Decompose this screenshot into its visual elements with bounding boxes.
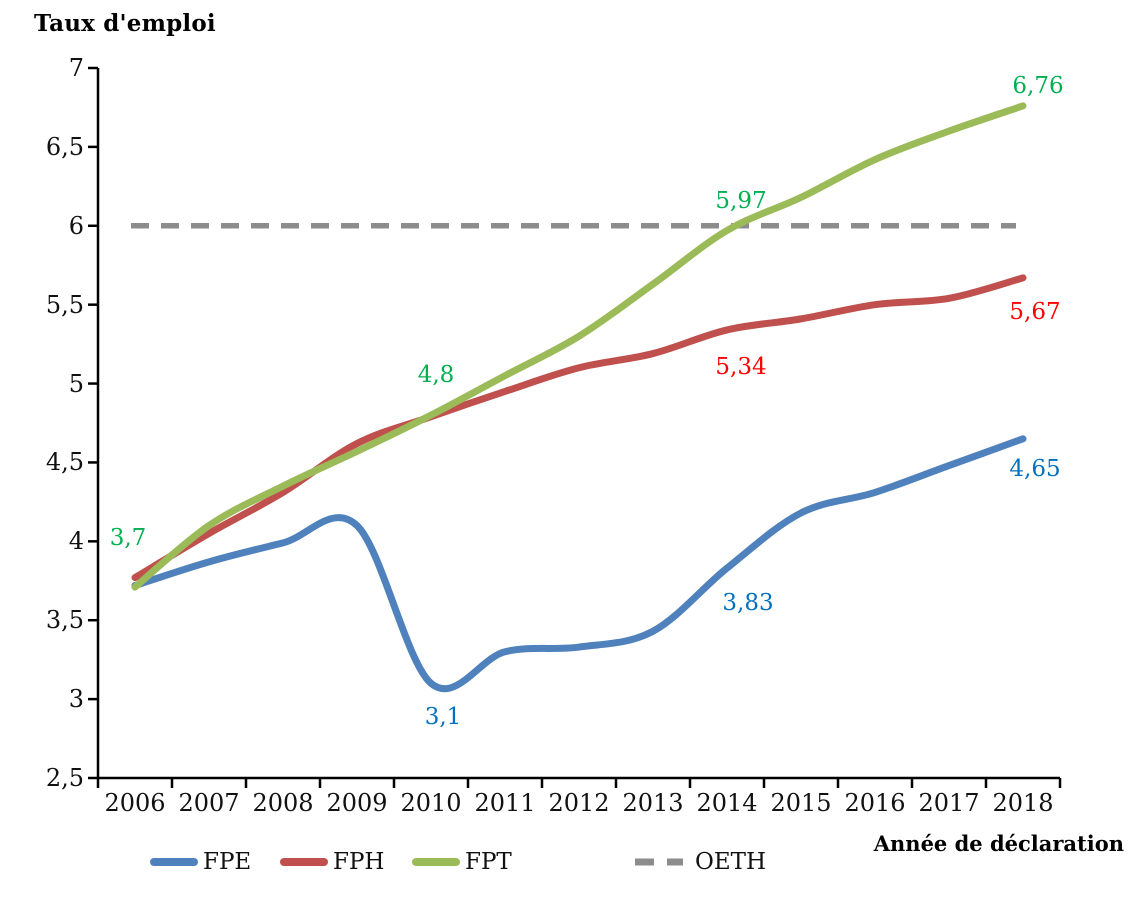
y-tick-label: 4 bbox=[68, 527, 84, 556]
y-tick-label: 5,5 bbox=[45, 290, 84, 319]
x-tick-label: 2013 bbox=[622, 789, 684, 817]
data-label-fpt-2018: 6,76 bbox=[1012, 72, 1064, 99]
y-tick-label: 4,5 bbox=[45, 448, 84, 477]
x-tick-label: 2010 bbox=[400, 789, 462, 817]
x-tick-label: 2006 bbox=[104, 789, 166, 817]
x-axis-title: Année de déclaration bbox=[873, 831, 1124, 856]
x-tick-label: 2017 bbox=[918, 789, 980, 817]
axes-lines bbox=[96, 68, 1060, 780]
x-tick-label: 2018 bbox=[992, 789, 1054, 817]
x-tick-label: 2007 bbox=[178, 789, 240, 817]
y-tick-label: 3 bbox=[68, 685, 84, 714]
y-tick-label: 6,5 bbox=[45, 132, 84, 161]
data-label-fpt-2006: 3,7 bbox=[109, 524, 147, 551]
series-line-fpt bbox=[131, 102, 1027, 591]
data-label-fph-2014: 5,34 bbox=[715, 353, 767, 380]
x-tick-label: 2016 bbox=[844, 789, 906, 817]
x-tick-label: 2014 bbox=[696, 789, 758, 817]
x-tick-label: 2011 bbox=[474, 789, 536, 817]
chart-title: Taux d'emploi bbox=[34, 10, 216, 37]
y-tick-label: 7 bbox=[68, 54, 84, 82]
y-tick-label: 6 bbox=[68, 211, 84, 240]
y-tick-label: 3,5 bbox=[45, 606, 84, 635]
x-tick-label: 2008 bbox=[252, 789, 314, 817]
y-tick-label: 5 bbox=[68, 369, 84, 398]
x-tick-label: 2015 bbox=[770, 789, 832, 817]
x-tick-label: 2009 bbox=[326, 789, 388, 817]
data-label-fph-2018: 5,67 bbox=[1009, 298, 1061, 325]
series-line-fpe bbox=[131, 435, 1027, 693]
x-tick-label: 2012 bbox=[548, 789, 610, 817]
y-tick-label: 2,5 bbox=[45, 764, 84, 792]
data-label-fpe-2010: 3,1 bbox=[424, 704, 462, 731]
data-label-fpt-2010: 4,8 bbox=[417, 362, 455, 389]
data-label-fpe-2014: 3,83 bbox=[722, 590, 774, 617]
data-label-fpe-2018: 4,65 bbox=[1009, 455, 1061, 482]
data-label-fpt-2014: 5,97 bbox=[715, 187, 767, 214]
series-line-fph bbox=[131, 274, 1027, 582]
